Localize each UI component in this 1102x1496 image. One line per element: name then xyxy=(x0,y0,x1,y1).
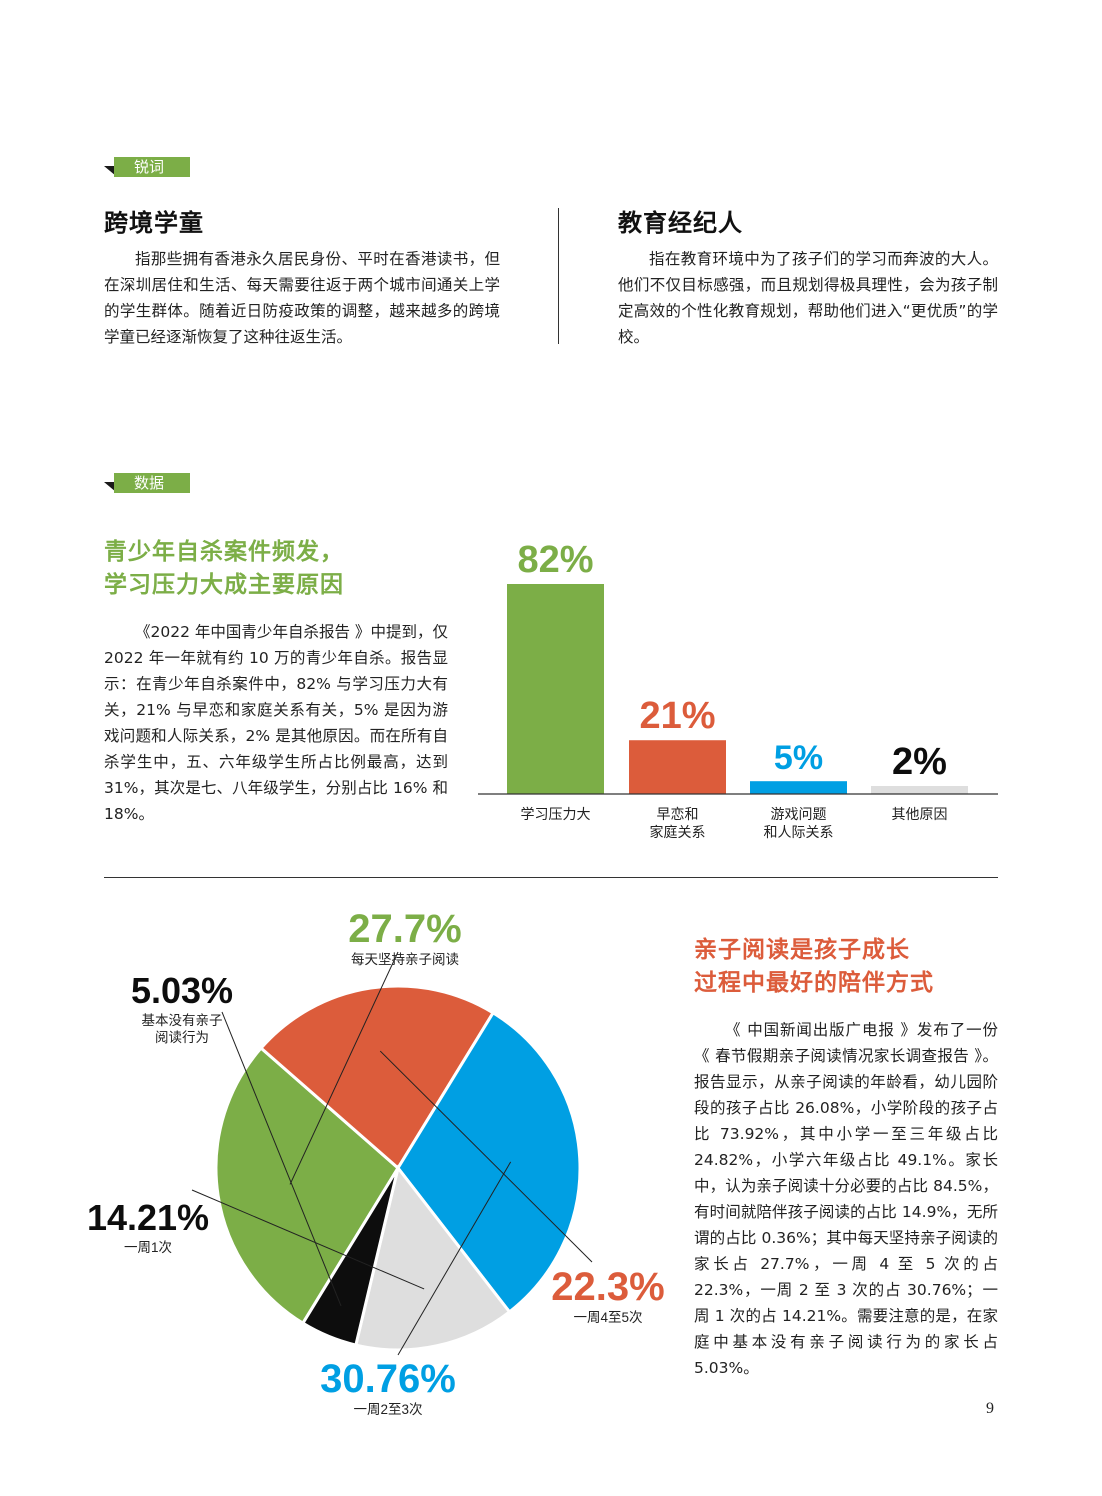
pie-category-label-0: 每天坚持亲子阅读 xyxy=(351,952,459,967)
suicide-title-line1: 青少年自杀案件频发， xyxy=(104,539,344,565)
pie-slice-2 xyxy=(396,1010,582,1314)
pie-value-label-1: 22.3% xyxy=(551,1265,664,1309)
triangle-icon xyxy=(104,166,116,176)
pie-leader-line-1 xyxy=(379,1050,593,1263)
bar-category-label-3: 其他原因 xyxy=(892,806,948,822)
reading-section-title: 亲子阅读是孩子成长 过程中最好的陪伴方式 xyxy=(694,934,934,1000)
bar-category-label-1: 早恋和 xyxy=(657,806,699,822)
pie-value-label-0: 27.7% xyxy=(348,907,461,951)
page-number: 9 xyxy=(986,1400,994,1417)
section-tag-label: 数据 xyxy=(114,473,190,493)
pie-category-label-2: 一周2至3次 xyxy=(353,1402,422,1417)
pie-category-label-4: 基本没有亲子 xyxy=(142,1012,223,1028)
term-text-cross-border-students: 指那些拥有香港永久居民身份、平时在香港读书，但在深圳居住和生活、每天需要往返于两… xyxy=(104,250,500,346)
suicide-section-title: 青少年自杀案件频发， 学习压力大成主要原因 xyxy=(104,536,344,602)
section-divider xyxy=(104,877,998,878)
reading-title-line1: 亲子阅读是孩子成长 xyxy=(694,937,910,963)
pie-slice-0 xyxy=(214,1045,400,1326)
pie-leader-line-4 xyxy=(221,1011,342,1307)
term-title-education-agent: 教育经纪人 xyxy=(618,209,743,237)
bar-1 xyxy=(629,740,726,794)
triangle-icon xyxy=(104,482,116,492)
reading-title-line2: 过程中最好的陪伴方式 xyxy=(694,970,934,996)
bar-category-label-2: 游戏问题 xyxy=(771,806,827,822)
pie-leader-line-3 xyxy=(191,1189,425,1290)
term-title-cross-border-students: 跨境学童 xyxy=(104,209,204,237)
bar-category-label-0: 学习压力大 xyxy=(521,806,591,822)
bar-value-label-2: 5% xyxy=(774,739,823,777)
pie-slice-4 xyxy=(300,1167,400,1347)
bar-3 xyxy=(871,786,968,794)
bar-0 xyxy=(507,584,604,794)
bar-category-label-2: 和人际关系 xyxy=(764,824,834,840)
term-text-education-agent: 指在教育环境中为了孩子们的学习而奔波的大人。他们不仅目标感强，而且规划得极具理性… xyxy=(618,250,998,346)
pie-leader-line-2 xyxy=(397,1161,512,1356)
pie-category-label-3: 一周1次 xyxy=(124,1240,172,1255)
bar-2 xyxy=(750,781,847,794)
section-tag-data: 数据 xyxy=(104,473,190,493)
pie-value-label-2: 30.76% xyxy=(320,1357,456,1401)
pie-slice-3 xyxy=(354,1164,512,1352)
pie-value-label-4: 5.03% xyxy=(131,970,233,1011)
pie-category-label-1: 一周4至5次 xyxy=(573,1310,642,1325)
column-divider xyxy=(558,208,559,344)
pie-chart: 27.7%每天坚持亲子阅读 22.3%一周4至5次 30.76%一周2至3次 14.2… xyxy=(87,907,665,1417)
bar-chart: 82% 学习压力大 21% 早恋和家庭关系 5% 游戏问题和人际关系 2% 其他原因 xyxy=(478,539,998,840)
pie-leader-line-0 xyxy=(289,951,399,1185)
bar-value-label-1: 21% xyxy=(639,695,715,737)
suicide-title-line2: 学习压力大成主要原因 xyxy=(104,572,344,598)
pie-category-label-4: 阅读行为 xyxy=(155,1030,209,1045)
pie-value-label-3: 14.21% xyxy=(87,1197,209,1238)
bar-value-label-3: 2% xyxy=(892,741,947,783)
bar-category-label-1: 家庭关系 xyxy=(650,824,706,840)
suicide-section-text: 《2022 年中国青少年自杀报告 》中提到，仅 2022 年一年就有约 10 万… xyxy=(104,623,448,823)
bar-value-label-0: 82% xyxy=(517,539,593,581)
section-tag-glossary: 锐词 xyxy=(104,157,190,177)
pie-slice-1 xyxy=(258,984,496,1171)
section-tag-label: 锐词 xyxy=(114,157,190,177)
reading-section-text: 《 中国新闻出版广电报 》发布了一份《 春节假期亲子阅读情况家长调查报告 》。报… xyxy=(694,1021,998,1377)
